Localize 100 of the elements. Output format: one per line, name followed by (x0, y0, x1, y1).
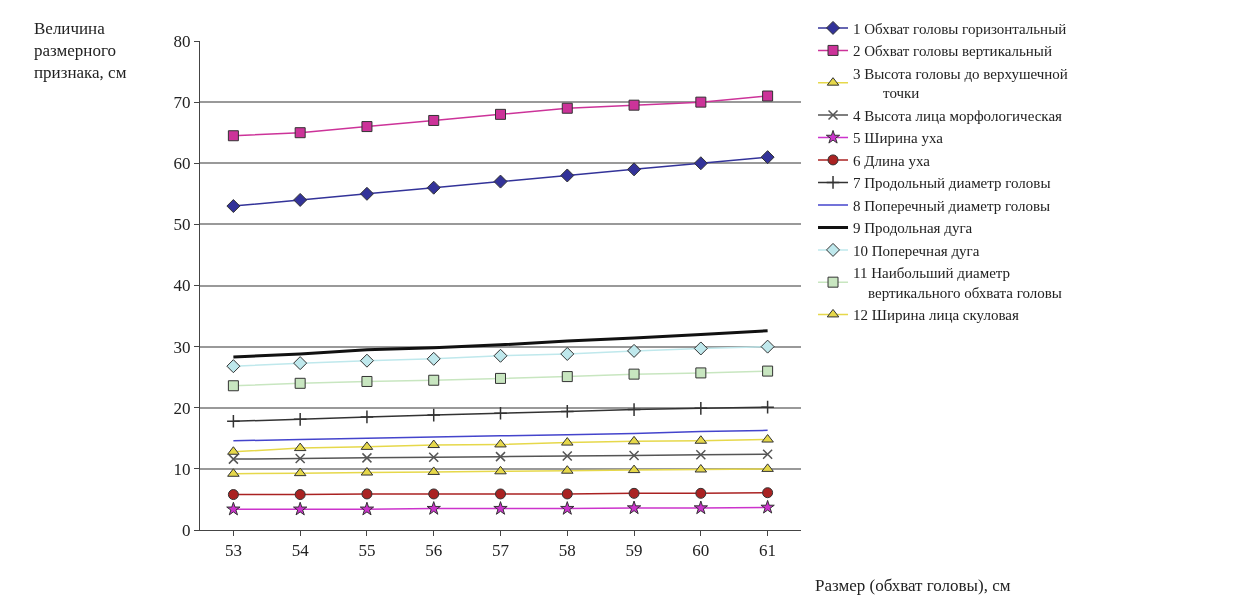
point (495, 488, 506, 500)
point (762, 448, 773, 460)
legend-label: 8 Поперечный диаметр головы (853, 197, 1051, 214)
point (693, 341, 708, 356)
point (428, 374, 440, 386)
point (293, 467, 307, 477)
point (359, 186, 374, 201)
x-tick-label: 55 (358, 541, 376, 561)
point (361, 488, 373, 500)
point (560, 501, 575, 515)
point (493, 174, 508, 189)
y-tick-label: 10 (173, 459, 191, 479)
point (426, 408, 441, 423)
point (693, 500, 708, 515)
point (361, 452, 373, 464)
y-tick-label: 50 (173, 215, 191, 235)
point (693, 401, 708, 416)
point (361, 121, 373, 133)
point (428, 452, 439, 463)
point (762, 487, 774, 499)
legend-label: 7 Продольный диаметр головы (853, 175, 1051, 192)
point (494, 465, 507, 475)
point (562, 450, 573, 462)
point (695, 367, 707, 379)
x-tick-label: 58 (558, 541, 576, 561)
point (294, 489, 306, 501)
point (293, 412, 308, 427)
point (561, 102, 573, 114)
x-tick-label: 57 (492, 541, 510, 561)
point (294, 377, 306, 389)
point (359, 353, 374, 368)
point (226, 359, 241, 374)
legend-label: 2 Обхват головы вертикальный (853, 43, 1052, 60)
x-axis-title: Размер (обхват головы), см (815, 576, 1011, 595)
point (627, 402, 642, 417)
line-series (232, 429, 769, 442)
x-tick-label: 54 (291, 541, 310, 561)
y-tick-label: 40 (173, 276, 191, 296)
x-tick-label: 61 (759, 541, 777, 561)
point (293, 501, 308, 516)
point (359, 501, 375, 516)
point (695, 449, 707, 461)
point (293, 442, 307, 452)
point (628, 368, 640, 380)
point (560, 404, 575, 419)
point (359, 409, 374, 424)
point (693, 156, 708, 171)
point (560, 346, 575, 361)
point (695, 487, 707, 499)
legend-label: 1 Обхват головы горизонтальный (853, 20, 1067, 37)
point (760, 339, 775, 354)
point (226, 199, 241, 214)
legend-label: 9 Продольная дуга (853, 220, 973, 237)
y-tick-label: 80 (173, 31, 191, 51)
point (293, 192, 308, 207)
point (428, 114, 440, 126)
point (494, 438, 507, 448)
point (626, 500, 642, 515)
x-tick-label: 60 (692, 541, 710, 561)
y-tick-label: 20 (173, 398, 191, 418)
point (762, 90, 774, 102)
point (428, 488, 440, 500)
point (694, 463, 708, 473)
y-tick-label: 60 (173, 154, 191, 174)
point (695, 96, 707, 108)
point (760, 150, 775, 165)
point (495, 451, 506, 462)
point (561, 371, 573, 383)
point (426, 501, 441, 515)
point (627, 343, 642, 358)
point (361, 375, 373, 387)
y-tick-label: 30 (173, 337, 191, 357)
point (560, 168, 575, 183)
legend-label: 12 Ширина лица скуловая (853, 307, 1019, 324)
point (493, 501, 508, 515)
point (228, 453, 239, 465)
legend-label: 6 Длина уха (853, 152, 931, 169)
point (561, 488, 573, 500)
point (293, 356, 308, 371)
point (495, 372, 506, 384)
point (628, 450, 640, 461)
x-tick-label: 53 (224, 541, 242, 561)
point (762, 365, 774, 377)
point (227, 380, 239, 392)
legend-label: 4 Высота лица морфологическая (853, 107, 1063, 124)
point (294, 453, 306, 464)
point (226, 501, 241, 516)
legend-label: 10 Поперечная дуга (853, 242, 980, 259)
point (628, 487, 640, 499)
point (227, 130, 239, 142)
x-tick-label: 59 (625, 541, 643, 561)
point (627, 435, 641, 445)
point (493, 406, 508, 421)
y-tick-label: 0 (182, 520, 191, 540)
point (294, 127, 306, 139)
x-tick-label: 56 (425, 541, 443, 561)
point (493, 348, 508, 363)
legend-label: 11 Наибольший диаметр вертикального обхвата головы (853, 265, 1062, 301)
point (627, 464, 641, 474)
point (426, 180, 441, 195)
